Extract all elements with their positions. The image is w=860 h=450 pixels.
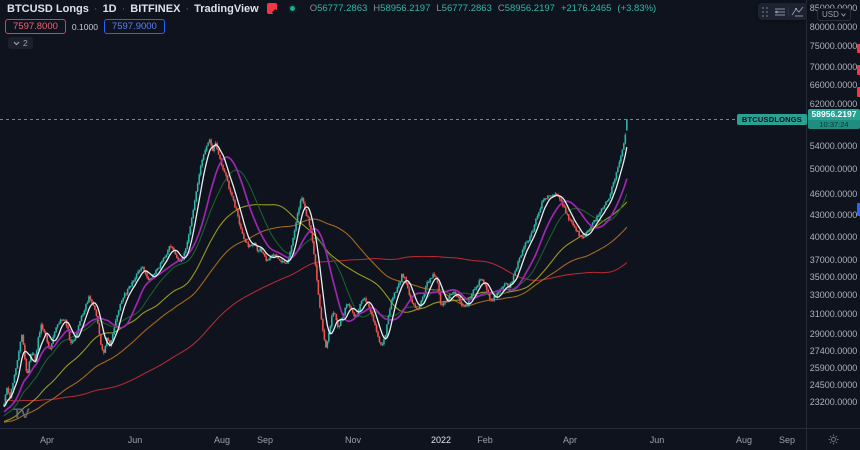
chevron-down-icon (841, 12, 846, 17)
price-tick-label: 35000.0000 (809, 272, 858, 282)
chart-pane[interactable] (0, 0, 806, 428)
price-axis[interactable]: USD 85000.000080000.000075000.000070000.… (806, 0, 860, 428)
price-tick-label: 40000.0000 (809, 231, 858, 242)
time-tick-label: Aug (213, 435, 231, 445)
price-tick-label: 33000.0000 (809, 289, 858, 300)
time-tick-label: Apr (562, 435, 578, 445)
market-status-icon (287, 4, 297, 13)
buy-ask-button[interactable]: 7597.9000 (103, 19, 165, 34)
vendor-link[interactable]: TradingView (194, 2, 259, 15)
price-tick-label: 24500.0000 (809, 380, 858, 390)
ohlc-values: O56777.2863 H58956.2197 L56777.2863 C589… (309, 3, 657, 14)
bar-countdown: 10:37:24 (808, 120, 860, 130)
low-value: 56777.2863 (441, 3, 492, 14)
timeframe-button[interactable]: 1D (102, 2, 117, 15)
scale-marker (857, 87, 860, 97)
price-tick-label: 31000.0000 (809, 308, 858, 319)
exchange-name[interactable]: BITFINEX (130, 2, 181, 15)
tradingview-logo[interactable]: TV (13, 405, 30, 421)
price-tick-label: 25900.0000 (809, 363, 858, 374)
collapsed-indicators-button[interactable]: 2 (8, 37, 33, 49)
quote-panel: 7597.8000 0.1000 7597.9000 (5, 19, 165, 34)
object-tree-icon[interactable] (772, 3, 788, 20)
collapsed-indicators-count: 2 (23, 38, 28, 48)
price-tick-label: 70000.0000 (809, 62, 858, 73)
currency-button[interactable]: USD (817, 8, 851, 21)
time-tick-label: Aug (735, 435, 753, 445)
scale-marker (857, 65, 860, 75)
price-tick-label: 23200.0000 (809, 396, 858, 407)
chart-legend-header: BTCUSD Longs · 1D · BITFINEX · TradingVi… (7, 2, 656, 15)
time-tick-label: Jun (127, 435, 143, 445)
line-tool-icon[interactable] (789, 3, 805, 20)
separator: · (121, 2, 126, 15)
change-value: +2176.2465 (560, 3, 612, 14)
time-tick-label: Feb (477, 435, 493, 445)
sell-bid-button[interactable]: 7597.8000 (5, 19, 66, 34)
last-price-value: 58956.2197 (808, 109, 860, 121)
high-value: 58956.2197 (380, 3, 431, 14)
drag-handle-icon[interactable] (758, 6, 772, 17)
price-tick-label: 62000.0000 (809, 98, 858, 109)
settings-gear-button[interactable] (826, 432, 842, 448)
open-value: 56777.2863 (317, 3, 368, 14)
time-tick-label: Sep (256, 435, 274, 445)
time-tick-label: Nov (344, 435, 362, 445)
close-value: 58956.2197 (504, 3, 555, 14)
toolbar-divider (788, 6, 789, 17)
price-tick-label: 66000.0000 (809, 79, 858, 90)
last-price-label: 58956.2197 10:37:24 (808, 109, 860, 130)
price-tick-label: 27400.0000 (809, 346, 858, 357)
price-tick-label: 80000.0000 (809, 21, 858, 32)
spread-value: 0.1000 (71, 21, 98, 32)
price-tick-label: 37000.0000 (809, 255, 858, 266)
time-tick-year-label: 2022 (430, 435, 452, 445)
scale-marker (857, 44, 860, 53)
time-axis[interactable]: Apr Jun Aug Sep Nov 2022 Feb Apr Jun Aug Sep (0, 428, 806, 450)
exchange-logo-icon (266, 3, 277, 14)
chevron-down-icon (13, 41, 20, 45)
separator: · (185, 2, 190, 15)
price-tick-label: 75000.0000 (809, 41, 858, 52)
floating-toolbar (758, 3, 807, 20)
time-tick-label: Sep (778, 435, 796, 445)
change-percent: (+3.83%) (617, 3, 657, 14)
time-tick-label: Apr (39, 435, 55, 445)
price-tick-label: 50000.0000 (809, 164, 858, 174)
axis-corner (806, 428, 860, 450)
price-tick-label: 29000.0000 (809, 328, 858, 339)
price-tick-label: 46000.0000 (809, 189, 858, 200)
time-tick-label: Jun (649, 435, 665, 445)
price-tick-label: 54000.0000 (809, 140, 858, 151)
separator: · (93, 2, 98, 15)
price-tick-label: 43000.0000 (809, 209, 858, 220)
series-tag: BTCUSDLONGS (736, 113, 807, 125)
symbol-title[interactable]: BTCUSD Longs (7, 2, 89, 15)
scale-marker (857, 203, 860, 216)
